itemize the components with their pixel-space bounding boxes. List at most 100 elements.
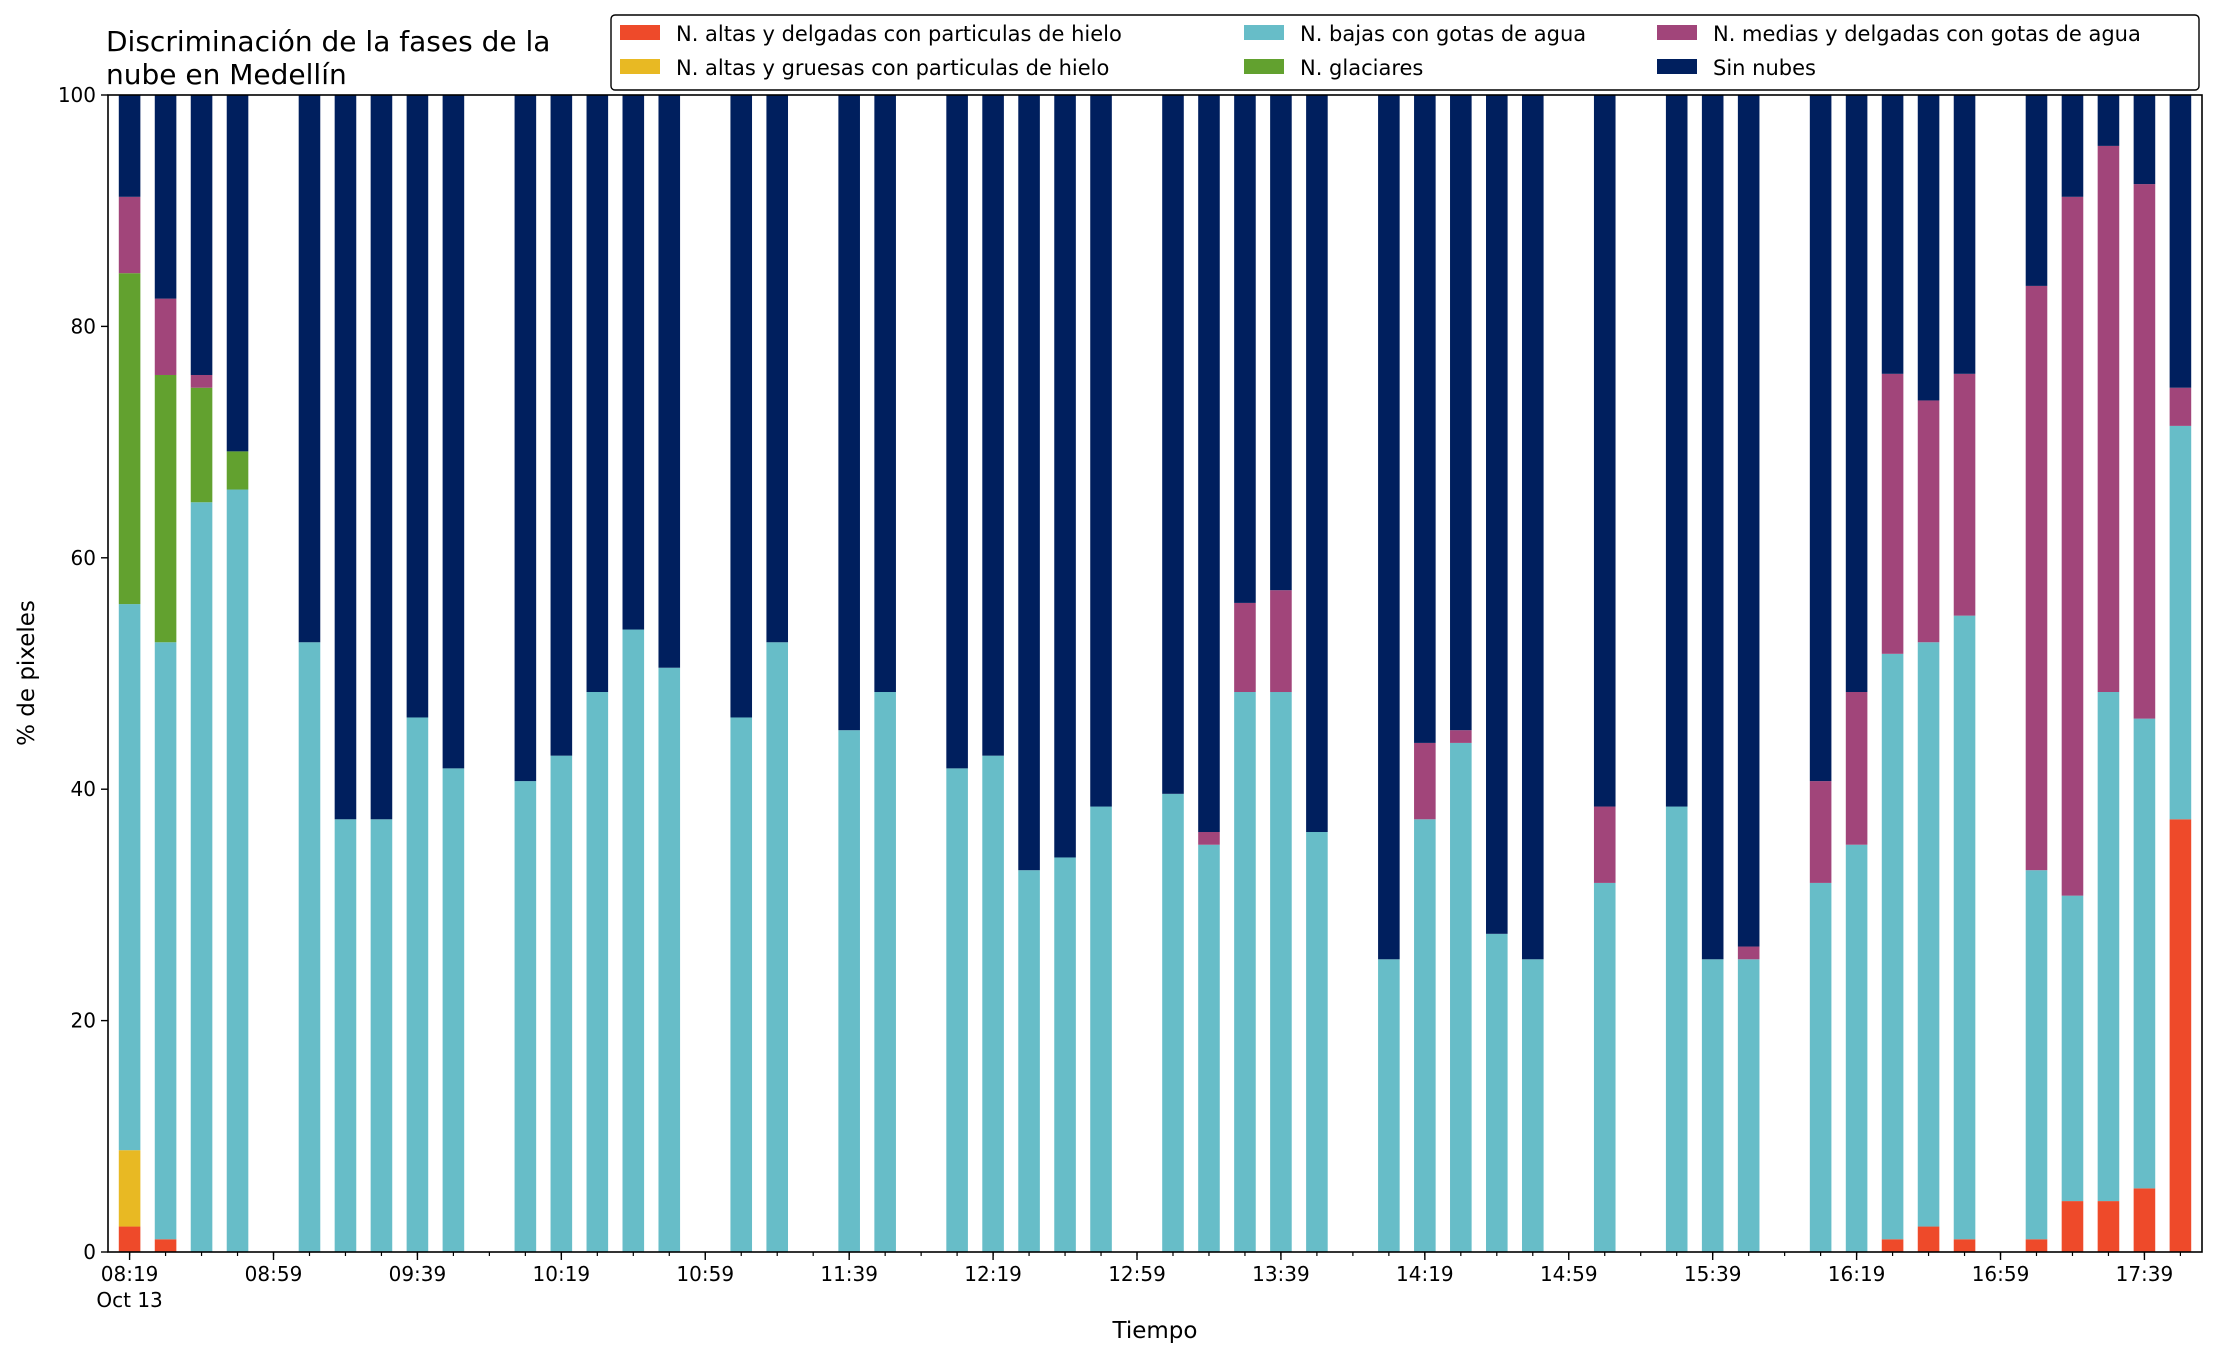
- bar-segment: [1737, 959, 1760, 1252]
- bar-stack: [1234, 95, 1256, 1252]
- bar-segment: [298, 642, 321, 1252]
- x-tick-label: 13:39: [1252, 1262, 1310, 1286]
- bar-segment: [154, 1239, 177, 1252]
- bar-stack: [586, 95, 609, 1252]
- bar-stack: [1018, 95, 1040, 1252]
- legend-entry: N. altas y delgadas con particulas de hi…: [620, 22, 1122, 46]
- bar-segment: [1234, 602, 1256, 693]
- bar-segment: [550, 95, 573, 756]
- bar-stack: [118, 95, 141, 1252]
- bar-segment: [2097, 692, 2120, 1202]
- bar-segment: [1953, 95, 1976, 374]
- bar-segment: [1090, 95, 1112, 807]
- bar-segment: [1486, 95, 1508, 934]
- legend-swatch: [1244, 25, 1284, 40]
- bar-segment: [154, 95, 177, 299]
- bar-segment: [622, 95, 645, 630]
- bar-segment: [2061, 895, 2084, 1202]
- bar-segment: [1881, 1239, 1904, 1252]
- bar-stack: [1162, 95, 1184, 1252]
- bar-stack: [1809, 95, 1832, 1252]
- x-tick-label: 09:39: [389, 1262, 447, 1286]
- bar-segment: [226, 489, 249, 1252]
- bar-segment: [1198, 844, 1220, 1252]
- bar-segment: [1845, 692, 1868, 845]
- bar-segment: [2061, 196, 2084, 896]
- legend: N. altas y delgadas con particulas de hi…: [610, 14, 2200, 91]
- bar-segment: [1054, 857, 1076, 1252]
- bar-stack: [1845, 95, 1868, 1252]
- bar-stack: [838, 95, 860, 1252]
- bar-segment: [1881, 653, 1904, 1240]
- bar-stack: [1593, 95, 1616, 1252]
- bar-stack: [1701, 95, 1724, 1252]
- bar-segment: [1809, 95, 1832, 782]
- bar-segment: [118, 604, 141, 1151]
- bar-stack: [1306, 95, 1328, 1252]
- bar-segment: [442, 95, 465, 769]
- bar-segment: [226, 95, 249, 452]
- bar-segment: [946, 95, 968, 769]
- bar-segment: [154, 298, 177, 375]
- x-tick-label: 14:59: [1540, 1262, 1598, 1286]
- bar-segment: [1162, 793, 1184, 1252]
- y-tick-label: 0: [83, 1240, 96, 1264]
- bar-segment: [190, 387, 213, 503]
- bar-segment: [658, 95, 681, 668]
- bar-segment: [1701, 959, 1724, 1252]
- bar-stack: [2133, 95, 2156, 1252]
- bar-segment: [406, 717, 429, 1252]
- bar-stack: [1953, 95, 1976, 1252]
- y-tick-label: 60: [71, 546, 96, 570]
- legend-label: N. altas y delgadas con particulas de hi…: [676, 22, 1122, 46]
- bar-segment: [1845, 844, 1868, 1252]
- legend-entry: N. glaciares: [1244, 56, 1423, 80]
- legend-label: Sin nubes: [1713, 56, 1816, 80]
- bar-segment: [1450, 742, 1472, 1252]
- bar-segment: [1809, 882, 1832, 1252]
- bar-stack: [334, 95, 357, 1252]
- bar-segment: [1414, 819, 1436, 1252]
- bar-segment: [370, 819, 393, 1252]
- y-tick-label: 20: [71, 1009, 96, 1033]
- bar-segment: [1953, 1239, 1976, 1252]
- bar-segment: [2133, 184, 2156, 719]
- bar-stack: [1737, 95, 1760, 1252]
- bar-stack: [1486, 95, 1508, 1252]
- legend-swatch: [1657, 59, 1697, 74]
- bar-stack: [370, 95, 393, 1252]
- bar-segment: [1486, 933, 1508, 1252]
- bar-segment: [1593, 882, 1616, 1252]
- bar-segment: [190, 502, 213, 1252]
- bar-segment: [1593, 806, 1616, 883]
- legend-entry: N. medias y delgadas con gotas de agua: [1657, 22, 2141, 46]
- legend-entry: Sin nubes: [1657, 56, 1816, 80]
- bar-stack: [298, 95, 321, 1252]
- bar-stack: [1414, 95, 1436, 1252]
- bar-segment: [1521, 959, 1544, 1252]
- bar-stack: [658, 95, 681, 1252]
- bar-segment: [2133, 1188, 2156, 1252]
- bar-segment: [1665, 806, 1688, 1252]
- bar-segment: [1270, 95, 1292, 591]
- bar-segment: [154, 642, 177, 1240]
- bar-segment: [1809, 781, 1832, 883]
- bar-segment: [1737, 95, 1760, 947]
- legend-entry: N. altas y gruesas con particulas de hie…: [620, 56, 1109, 80]
- bar-segment: [982, 755, 1004, 1252]
- bar-segment: [1881, 95, 1904, 374]
- bar-segment: [874, 95, 896, 693]
- x-tick-label: 16:19: [1828, 1262, 1886, 1286]
- bar-segment: [1414, 95, 1436, 743]
- bar-segment: [118, 95, 141, 197]
- bar-segment: [838, 730, 860, 1252]
- bars-layer: [118, 95, 2192, 1252]
- bar-segment: [1953, 615, 1976, 1240]
- x-tick-label: 15:39: [1684, 1262, 1742, 1286]
- bar-segment: [190, 374, 213, 388]
- bar-segment: [118, 273, 141, 605]
- bar-segment: [2025, 1239, 2048, 1252]
- bar-segment: [1270, 590, 1292, 693]
- x-tick-label: 10:19: [533, 1262, 591, 1286]
